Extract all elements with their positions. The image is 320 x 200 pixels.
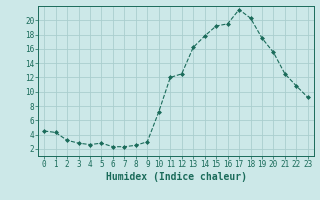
X-axis label: Humidex (Indice chaleur): Humidex (Indice chaleur): [106, 172, 246, 182]
